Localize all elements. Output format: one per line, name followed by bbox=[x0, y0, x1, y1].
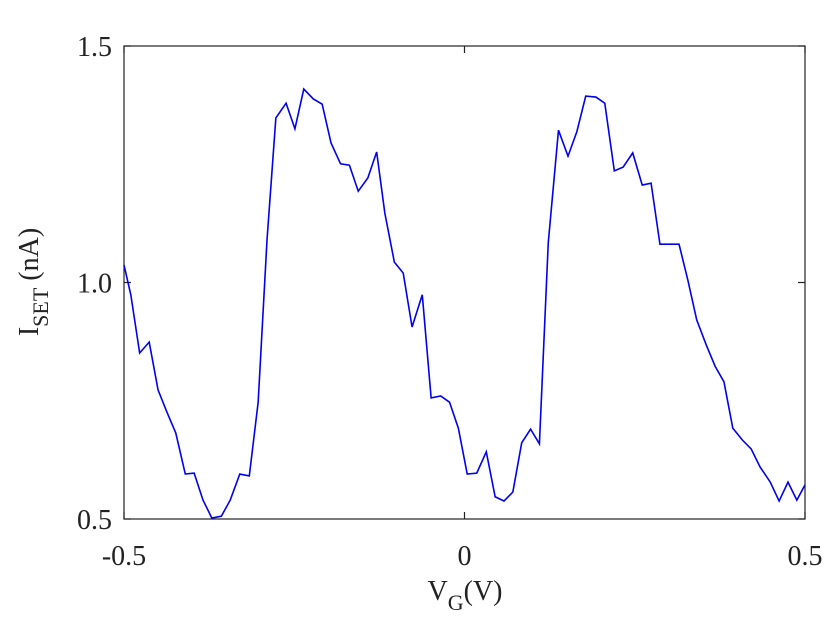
y-axis-label: ISET (nA) bbox=[14, 228, 53, 336]
y-label-sub: SET bbox=[28, 287, 53, 327]
x-label-main: V bbox=[428, 576, 448, 607]
x-axis-label: VG(V) bbox=[428, 576, 503, 615]
plot-frame bbox=[123, 45, 806, 520]
data-line bbox=[123, 87, 806, 519]
y-tick-label: 1.5 bbox=[77, 32, 112, 63]
x-tick-label: 0 bbox=[458, 541, 472, 572]
y-label-main: I bbox=[14, 327, 45, 336]
x-label-unit: (V) bbox=[464, 576, 503, 607]
x-tick-label: -0.5 bbox=[102, 541, 146, 572]
y-label-unit: (nA) bbox=[14, 228, 45, 281]
x-tick-label: 0.5 bbox=[788, 541, 823, 572]
x-label-sub: G bbox=[448, 590, 464, 615]
y-tick-label: 0.5 bbox=[77, 505, 112, 536]
y-tick-label: 1.0 bbox=[77, 269, 112, 300]
